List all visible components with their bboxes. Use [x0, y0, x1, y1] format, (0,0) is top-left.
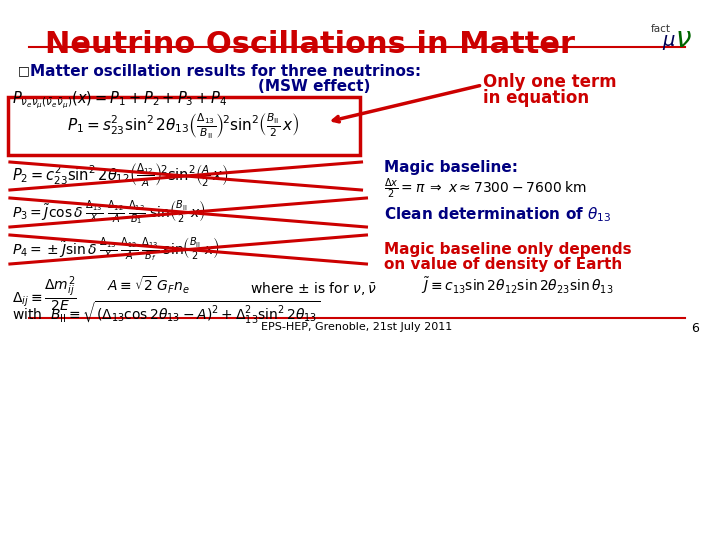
- Text: Magic baseline only depends: Magic baseline only depends: [384, 242, 632, 257]
- Text: where $\pm$ is for $\nu,\bar{\nu}$: where $\pm$ is for $\nu,\bar{\nu}$: [250, 280, 377, 297]
- Text: $\frac{\Delta x}{2} = \pi \;\Rightarrow\; x \approx 7300 - 7600\;\mathrm{km}$: $\frac{\Delta x}{2} = \pi \;\Rightarrow\…: [384, 177, 588, 201]
- Text: $\tilde{J} \equiv c_{13}\sin 2\theta_{12}\sin 2\theta_{23}\sin\theta_{13}$: $\tilde{J} \equiv c_{13}\sin 2\theta_{12…: [421, 275, 613, 295]
- Text: (MSW effect): (MSW effect): [258, 79, 370, 94]
- Text: Neutrino Oscillations in Matter: Neutrino Oscillations in Matter: [45, 30, 575, 59]
- Text: EPS-HEP, Grenoble, 21st July 2011: EPS-HEP, Grenoble, 21st July 2011: [261, 322, 452, 332]
- Text: 6: 6: [691, 322, 699, 335]
- Text: $A \equiv \sqrt{2}\,G_F n_e$: $A \equiv \sqrt{2}\,G_F n_e$: [107, 275, 189, 296]
- Text: $P_1 = s_{23}^2 \sin^2 2\theta_{13} \left(\frac{\Delta_{13}}{B_{\rm II}}\right)^: $P_1 = s_{23}^2 \sin^2 2\theta_{13} \lef…: [67, 111, 300, 141]
- Text: $P_{\nu_e\nu_\mu(\bar{\nu}_e\bar{\nu}_\mu)}(x) = P_1 + P_2 + P_3 + P_4$: $P_{\nu_e\nu_\mu(\bar{\nu}_e\bar{\nu}_\m…: [12, 90, 228, 111]
- Bar: [8, 97, 359, 155]
- Text: $P_4 = \pm\tilde{J}\sin\delta\;\frac{\Delta_{13}}{x}\;\frac{\Delta_{12}}{A}\;\fr: $P_4 = \pm\tilde{J}\sin\delta\;\frac{\De…: [12, 235, 220, 262]
- Text: Magic baseline:: Magic baseline:: [384, 160, 518, 175]
- Text: $\nu$: $\nu$: [675, 25, 692, 53]
- Text: fact: fact: [651, 24, 670, 34]
- Text: $P_3 = \tilde{J}\cos\delta\;\frac{\Delta_{13}}{x}\;\frac{\Delta_{12}}{A}\;\frac{: $P_3 = \tilde{J}\cos\delta\;\frac{\Delta…: [12, 198, 206, 226]
- Text: on value of density of Earth: on value of density of Earth: [384, 257, 623, 272]
- Text: with  $B_{\rm II} \equiv \sqrt{(\Delta_{13}\cos 2\theta_{13} - A)^2 + \Delta_{13: with $B_{\rm II} \equiv \sqrt{(\Delta_{1…: [12, 300, 320, 326]
- Text: $P_2 = c_{23}^2 \sin^2 2\theta_{12} \left(\frac{\Delta_{12}}{A}\right)^{\!2} \si: $P_2 = c_{23}^2 \sin^2 2\theta_{12} \lef…: [12, 162, 228, 189]
- Text: in equation: in equation: [483, 89, 590, 107]
- Text: Only one term: Only one term: [483, 73, 617, 91]
- Text: $\mu$: $\mu$: [662, 33, 675, 52]
- Text: $\Delta_{ij} \equiv \dfrac{\Delta m^2_{ij}}{2E}$: $\Delta_{ij} \equiv \dfrac{\Delta m^2_{i…: [12, 275, 76, 314]
- Text: Matter oscillation results for three neutrinos:: Matter oscillation results for three neu…: [30, 64, 420, 79]
- Text: Clean determination of $\theta_{13}$: Clean determination of $\theta_{13}$: [384, 205, 612, 224]
- Text: □: □: [18, 64, 30, 77]
